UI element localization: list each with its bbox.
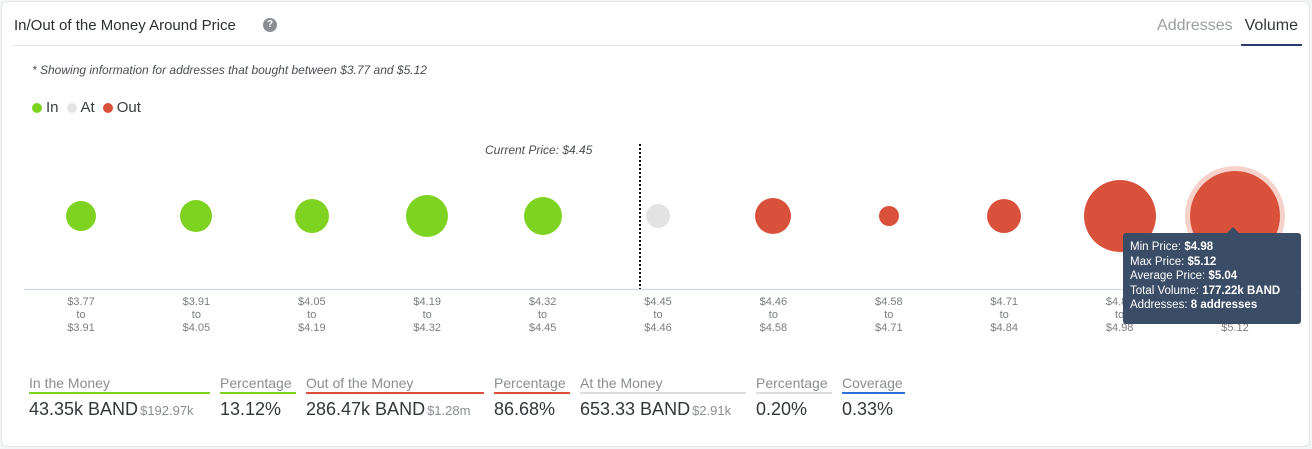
stat-label: At the Money xyxy=(580,375,746,394)
bubble-in[interactable] xyxy=(294,199,329,233)
stat-label: Coverage xyxy=(842,375,905,394)
tooltip-label: Addresses: xyxy=(1130,299,1191,311)
legend-at[interactable]: At xyxy=(66,99,95,116)
stat-usd-value: $192.97k xyxy=(140,403,194,418)
tooltip-volume: 177.22k BAND xyxy=(1202,284,1281,297)
legend-label: At xyxy=(80,99,95,116)
tooltip-label: Min Price: xyxy=(1130,241,1185,253)
stat-usd-value: $1.28m xyxy=(427,403,471,418)
stat-main-value: 0.20% xyxy=(756,399,808,419)
stat-out-of-the-money: Out of the Money 286.47k BAND $1.28m xyxy=(306,375,484,420)
bubble-tooltip: Min Price: $4.98 Max Price: $5.12 Averag… xyxy=(1123,227,1301,324)
tooltip-label: Average Price: xyxy=(1130,270,1209,282)
stat-value: 0.20% xyxy=(756,399,832,420)
x-axis-labels: $3.77 to $3.91 $3.91 to $4.05 $4.05 to $4.19 $4.1… xyxy=(24,296,1302,346)
stat-percentage: Percentage 0.20% xyxy=(756,375,832,420)
card-header: In/Out of the Money Around Price ? Addre… xyxy=(12,2,1302,46)
legend-in[interactable]: In xyxy=(32,99,59,116)
stat-at-the-money: At the Money 653.33 BAND $2.91k xyxy=(580,375,746,420)
x-axis-line xyxy=(24,289,1302,290)
stat-value: 653.33 BAND $2.91k xyxy=(580,399,746,420)
tooltip-max-price: $5.12 xyxy=(1187,255,1217,268)
x-tick-label: $4.71 to $4.84 xyxy=(990,296,1018,334)
legend-out[interactable]: Out xyxy=(102,99,141,116)
stat-main-value: 653.33 BAND xyxy=(580,399,691,419)
summary-stats: In the Money 43.35k BAND $192.97k Percentag… xyxy=(29,375,915,420)
tooltip-label: Max Price: xyxy=(1130,255,1188,268)
stat-value: 13.12% xyxy=(220,399,296,420)
x-tick-label: $4.19 to $4.32 xyxy=(413,296,441,334)
stat-label: Percentage xyxy=(756,375,832,394)
x-tick-label: $3.91 to $4.05 xyxy=(182,296,211,334)
tooltip-addresses: 8 addresses xyxy=(1190,299,1258,311)
current-price-line xyxy=(639,144,641,290)
gray-dot-icon xyxy=(66,102,77,113)
stat-main-value: 86.68% xyxy=(494,399,556,419)
stat-percentage: Percentage 13.12% xyxy=(220,375,296,420)
stat-value: 86.68% xyxy=(494,399,570,420)
current-price-label: Current Price: $4.45 xyxy=(485,143,593,157)
help-icon[interactable]: ? xyxy=(263,18,277,32)
legend-label: In xyxy=(46,99,59,116)
x-tick-label: $3.77 to $3.91 xyxy=(67,296,95,334)
chart-legend: In At Out xyxy=(32,99,149,116)
view-tabs: Addresses Volume xyxy=(1149,2,1302,46)
tab-addresses[interactable]: Addresses xyxy=(1157,17,1233,34)
x-tick-label: $4.05 to $4.19 xyxy=(298,296,326,334)
bubble-at[interactable] xyxy=(646,204,670,228)
bubble-in[interactable] xyxy=(406,195,449,237)
stat-usd-value: $2.91k xyxy=(692,403,732,418)
bubble-chart: Current Price: $4.45 xyxy=(24,132,1302,292)
x-tick-label: $4.46 to $4.58 xyxy=(759,296,788,334)
x-tick-label: $4.58 to $4.71 xyxy=(875,296,903,334)
stat-label: Percentage xyxy=(494,375,570,394)
red-dot-icon xyxy=(102,102,113,113)
stat-main-value: 43.35k BAND xyxy=(29,399,139,419)
stat-label: In the Money xyxy=(29,375,210,394)
stat-value: 286.47k BAND $1.28m xyxy=(306,399,484,420)
stat-percentage: Percentage 86.68% xyxy=(494,375,570,420)
bubble-out[interactable] xyxy=(755,198,792,234)
bubble-in[interactable] xyxy=(66,201,96,231)
range-note: * Showing information for addresses that… xyxy=(32,63,427,77)
stat-coverage: Coverage 0.33% xyxy=(842,375,905,420)
legend-label: Out xyxy=(116,99,141,116)
tab-volume[interactable]: Volume xyxy=(1240,2,1302,46)
card-title: In/Out of the Money Around Price xyxy=(14,17,236,34)
stat-label: Percentage xyxy=(220,375,296,394)
stat-value: 43.35k BAND $192.97k xyxy=(29,399,210,420)
bubble-in[interactable] xyxy=(180,200,213,232)
bubble-in[interactable] xyxy=(523,197,562,235)
stat-value: 0.33% xyxy=(842,399,905,420)
stat-main-value: 286.47k BAND xyxy=(306,399,426,419)
bubble-out[interactable] xyxy=(878,206,899,226)
green-dot-icon xyxy=(32,102,42,113)
stat-label: Out of the Money xyxy=(306,375,484,394)
tooltip-label: Total Volume: xyxy=(1130,284,1203,297)
x-tick-label: $4.32 to $4.45 xyxy=(528,296,557,334)
bubble-out[interactable] xyxy=(987,199,1022,233)
tooltip-min-price: $4.98 xyxy=(1184,241,1214,253)
x-tick-label: $4.45 to $4.46 xyxy=(644,296,672,334)
stat-main-value: 13.12% xyxy=(220,399,282,419)
stat-in-the-money: In the Money 43.35k BAND $192.97k xyxy=(29,375,210,420)
tooltip-avg-price: $5.04 xyxy=(1208,270,1238,282)
stat-main-value: 0.33% xyxy=(842,399,894,419)
